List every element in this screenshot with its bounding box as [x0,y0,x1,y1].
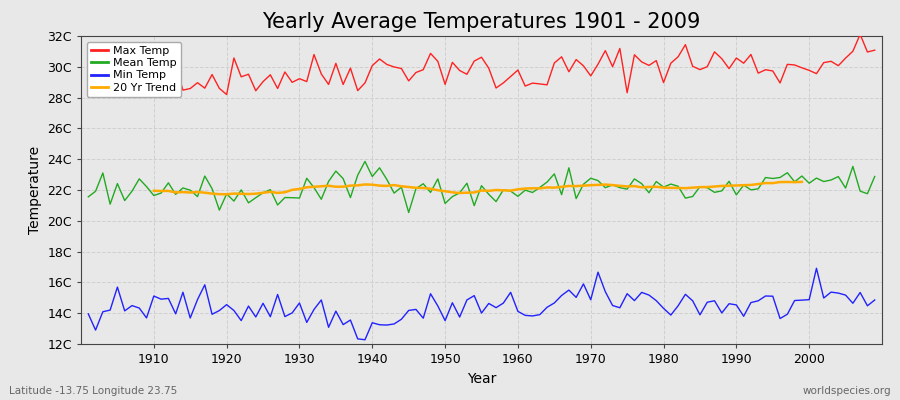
Text: worldspecies.org: worldspecies.org [803,386,891,396]
Text: Latitude -13.75 Longitude 23.75: Latitude -13.75 Longitude 23.75 [9,386,177,396]
X-axis label: Year: Year [467,372,496,386]
Y-axis label: Temperature: Temperature [28,146,41,234]
Title: Yearly Average Temperatures 1901 - 2009: Yearly Average Temperatures 1901 - 2009 [262,12,701,32]
Legend: Max Temp, Mean Temp, Min Temp, 20 Yr Trend: Max Temp, Mean Temp, Min Temp, 20 Yr Tre… [86,42,181,97]
